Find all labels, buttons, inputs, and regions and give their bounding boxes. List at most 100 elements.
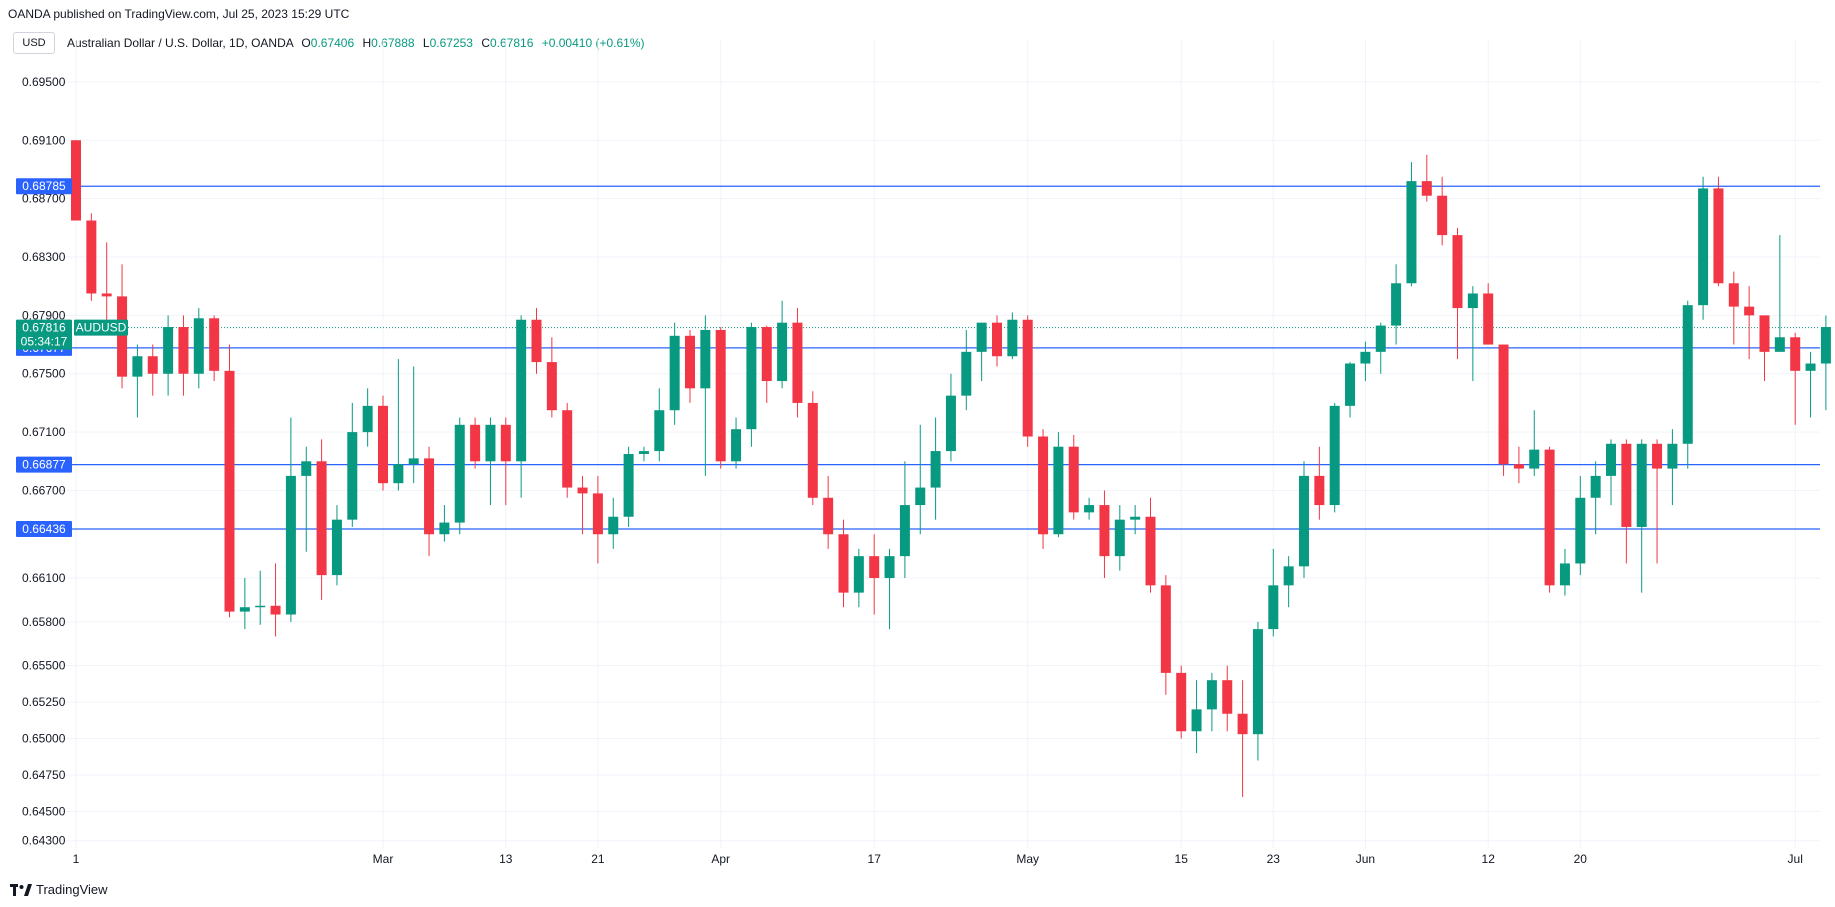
candle-body: [961, 351, 972, 396]
price-axis: 0.69500 0.69100 0.68700 0.68300 0.67900 0.675…: [22, 75, 66, 848]
candle-body: [1559, 563, 1570, 586]
open-value: 0.67406: [310, 36, 355, 50]
candle-body: [1252, 629, 1263, 735]
candle-body: [823, 497, 834, 535]
y-tick-label: 0.65500: [22, 659, 66, 673]
y-tick-label: 0.66100: [22, 571, 66, 585]
candle-body: [1053, 446, 1064, 535]
x-tick-label: 23: [1267, 852, 1281, 866]
candle-body: [1621, 443, 1632, 527]
y-tick-label: 0.69500: [22, 75, 66, 89]
candle-body: [1084, 505, 1095, 513]
candle-body: [654, 410, 665, 452]
candle-body: [1191, 709, 1202, 732]
candle-body: [1130, 516, 1141, 520]
candle-body: [1345, 363, 1356, 406]
candle-body: [1176, 672, 1187, 732]
y-tick-label: 0.69100: [22, 133, 66, 147]
countdown-label: 05:34:17: [21, 335, 68, 349]
candle-body: [331, 519, 342, 576]
candle-body: [1529, 449, 1540, 469]
y-tick-label: 0.64300: [22, 834, 66, 848]
candle-body: [853, 556, 864, 593]
close-label: C: [481, 36, 490, 50]
currency-button[interactable]: USD: [13, 32, 55, 54]
candle-body: [1759, 315, 1770, 352]
candle-body: [577, 487, 588, 494]
x-tick-label: 21: [591, 852, 605, 866]
candle-body: [1099, 505, 1110, 557]
chart-grid: [62, 40, 1820, 848]
candle-body: [1329, 405, 1340, 506]
candle-body: [792, 322, 803, 403]
candle-body: [1038, 436, 1049, 535]
candle-body: [1698, 188, 1709, 306]
x-tick-label: 17: [868, 852, 882, 866]
candle-body: [1145, 516, 1156, 586]
candle-body: [685, 335, 695, 389]
candle-body: [869, 556, 880, 579]
candle-body: [1606, 443, 1616, 476]
candle-body: [347, 432, 358, 520]
candle-body: [285, 475, 296, 615]
candle-body: [1728, 283, 1739, 307]
candle-body: [1544, 449, 1555, 586]
y-tick-label: 0.64500: [22, 805, 66, 819]
candle-body: [71, 140, 81, 221]
candle-body: [255, 605, 266, 608]
level-price-tag: [16, 178, 72, 195]
symbol-title: Australian Dollar / U.S. Dollar, 1D, OAN…: [67, 36, 294, 50]
high-label: H: [362, 36, 372, 50]
y-tick-label: 0.65250: [22, 695, 66, 709]
candle-body: [761, 327, 772, 382]
candle-body: [101, 293, 112, 297]
close-value: 0.67816: [490, 36, 534, 50]
time-axis: 1Mar1321Apr17May1523Jun1220Jul17A: [73, 852, 1803, 866]
x-tick-label: Jul: [1788, 852, 1803, 866]
candle-body: [731, 429, 742, 462]
candle-body: [1007, 319, 1018, 357]
tradingview-logo-icon: [10, 883, 32, 896]
candle-body: [270, 605, 281, 615]
y-tick-label: 0.65800: [22, 615, 66, 629]
y-tick-label: 0.67100: [22, 425, 66, 439]
y-tick-label: 0.68300: [22, 250, 66, 264]
horizontal-levels: [62, 185, 1820, 530]
candle-body: [1222, 680, 1233, 714]
candle-body: [393, 464, 404, 484]
y-tick-label: 0.68700: [22, 192, 66, 206]
level-price-tag: [16, 521, 72, 538]
footer-brand-text: TradingView: [36, 882, 108, 897]
x-tick-label: 15: [1175, 852, 1189, 866]
candle-body: [1483, 293, 1494, 345]
y-tick-label: 0.65000: [22, 732, 66, 746]
candle-body: [1452, 235, 1463, 309]
candle-body: [715, 329, 726, 462]
footer-brand[interactable]: TradingView: [10, 882, 108, 897]
candle-body: [470, 424, 481, 462]
candle-body: [1467, 293, 1478, 309]
candle-body: [1268, 585, 1279, 630]
candle-body: [1820, 327, 1831, 364]
x-tick-label: 20: [1574, 852, 1588, 866]
x-tick-label: Mar: [373, 852, 394, 866]
candlesticks: [71, 140, 1831, 797]
candle-body: [1590, 475, 1601, 498]
y-tick-label: 0.64750: [22, 768, 66, 782]
candle-body: [838, 534, 849, 593]
candle-body: [132, 356, 143, 377]
candle-body: [1314, 475, 1325, 506]
y-tick-label: 0.66700: [22, 483, 66, 497]
candle-body: [562, 410, 573, 488]
candle-body: [117, 296, 128, 377]
y-tick-label: 0.67500: [22, 367, 66, 381]
candle-body: [807, 402, 818, 498]
candle-body: [915, 487, 926, 506]
candle-body: [454, 424, 465, 523]
candle-body: [408, 458, 419, 465]
candle-body: [992, 322, 1002, 357]
candle-body: [1713, 188, 1724, 284]
candle-body: [1790, 337, 1801, 371]
candle-body: [485, 424, 496, 462]
